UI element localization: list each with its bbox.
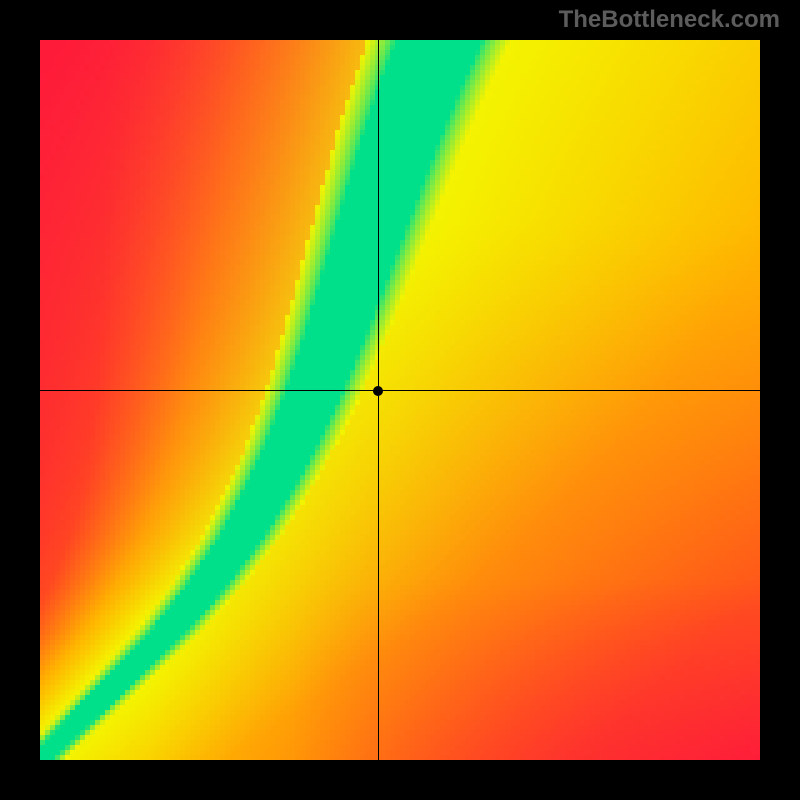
plot-area	[40, 40, 760, 760]
crosshair-vertical	[378, 40, 379, 760]
crosshair-point	[373, 386, 383, 396]
heatmap-canvas	[40, 40, 760, 760]
chart-container: TheBottleneck.com	[0, 0, 800, 800]
crosshair-horizontal	[40, 390, 760, 391]
watermark-text: TheBottleneck.com	[559, 6, 780, 34]
